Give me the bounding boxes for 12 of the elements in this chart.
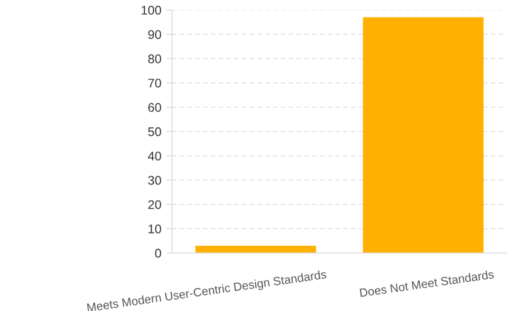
y-tick-label: 40 bbox=[148, 152, 162, 160]
y-tick-label: 60 bbox=[148, 103, 162, 112]
y-tick-label: 20 bbox=[148, 200, 162, 210]
y-tick-label: 0 bbox=[155, 248, 162, 258]
y-tick-label: 90 bbox=[148, 30, 162, 39]
y-tick-label: 50 bbox=[148, 127, 162, 136]
y-tick-label: 10 bbox=[148, 224, 162, 234]
y-tick-label: 70 bbox=[148, 78, 162, 88]
x-tick-label: Does Not Meet Standards bbox=[360, 270, 494, 298]
y-tick-label: 80 bbox=[148, 54, 162, 64]
y-tick-label: 30 bbox=[148, 176, 162, 185]
y-tick-label: 100 bbox=[142, 6, 162, 15]
